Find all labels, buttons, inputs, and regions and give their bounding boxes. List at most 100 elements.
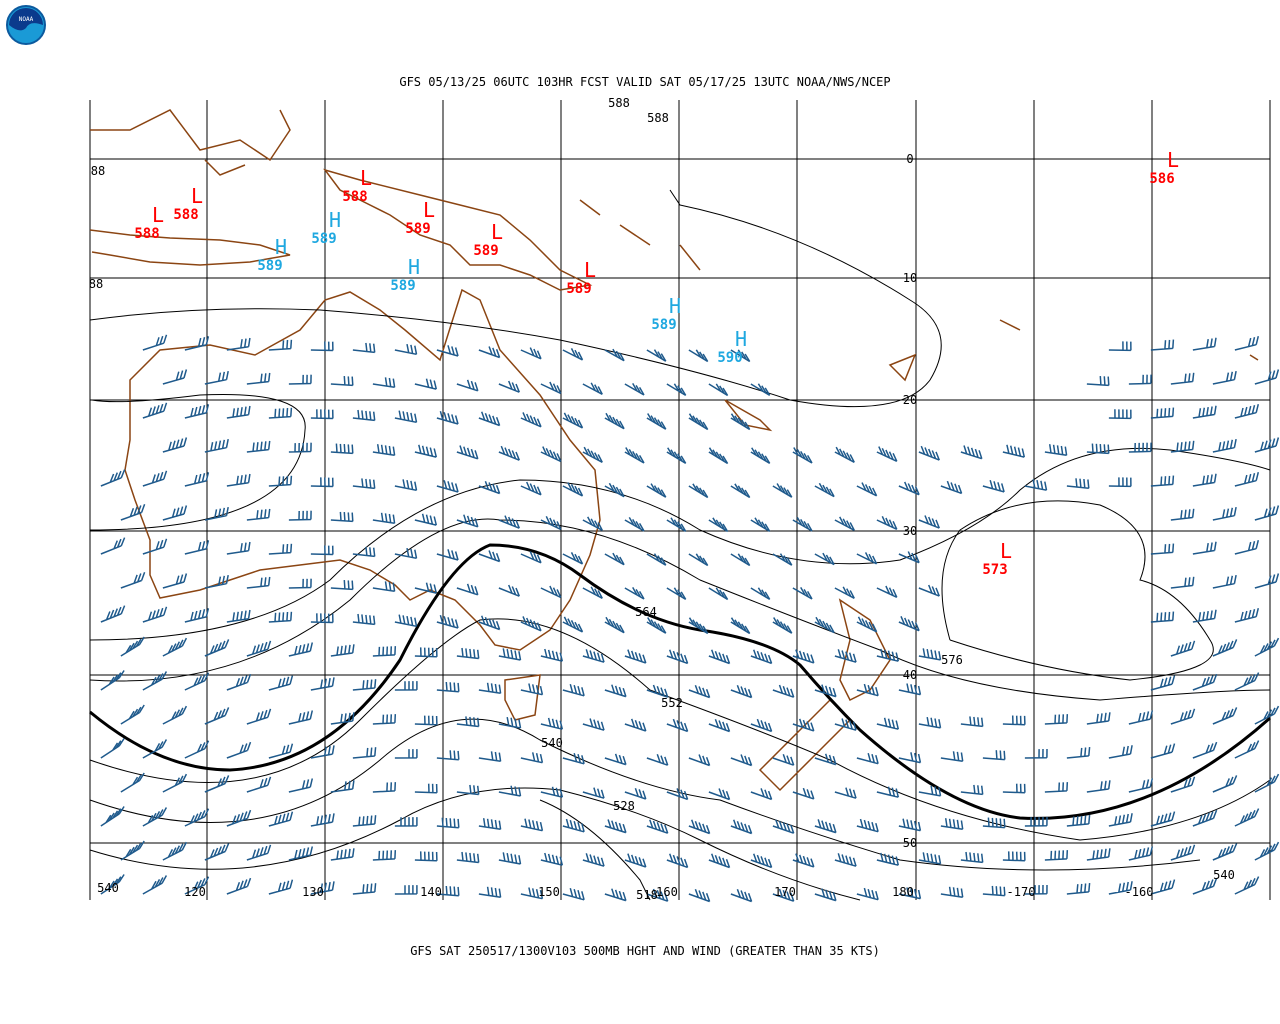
wind-barb [856, 552, 878, 565]
wind-barb [246, 372, 271, 385]
wind-barb [246, 508, 271, 521]
contour-label: 540 [97, 881, 119, 895]
wind-barb [498, 584, 520, 597]
wind-barb [372, 377, 396, 389]
wind-barb [1234, 540, 1260, 555]
wind-barb [372, 646, 397, 657]
wind-barb [1086, 780, 1111, 793]
center-symbol: L [360, 166, 372, 190]
wind-barb [520, 481, 542, 496]
wind-barb [1066, 478, 1090, 490]
wind-barb [918, 716, 942, 729]
wind-barb [814, 753, 837, 766]
center-symbol: L [491, 220, 503, 244]
wind-barb [520, 347, 542, 360]
wind-barb [246, 776, 272, 793]
wind-barb [330, 511, 354, 523]
wind-barb [750, 517, 771, 533]
wind-barb [1086, 712, 1111, 725]
wind-barb [730, 754, 753, 767]
wind-barb [750, 788, 773, 801]
wind-barb [666, 718, 689, 733]
wind-barb [772, 819, 795, 834]
wind-barb [688, 617, 709, 635]
wind-barb [604, 684, 627, 698]
wind-barb [898, 887, 922, 900]
lon-label: 170 [774, 885, 796, 899]
wind-barb [184, 336, 210, 351]
wind-barb [162, 505, 188, 521]
center-symbol: L [152, 203, 164, 227]
wind-barb [876, 648, 900, 662]
wind-barb [1044, 444, 1068, 457]
wind-barb [436, 614, 459, 629]
center-symbol: L [584, 258, 596, 282]
wind-barb [1234, 876, 1260, 895]
wind-barb [646, 349, 667, 362]
wind-barb [288, 778, 314, 793]
wind-barb [960, 445, 983, 460]
wind-barbs [100, 334, 1280, 903]
wind-barb [666, 587, 687, 601]
wind-barb [982, 750, 1006, 761]
wind-barb [288, 578, 312, 589]
wind-barb [1024, 479, 1048, 491]
wind-barb [1044, 850, 1069, 861]
wind-barb [1150, 879, 1176, 895]
wind-barb [540, 446, 562, 463]
wind-barb [456, 784, 480, 796]
wind-barb [456, 851, 480, 864]
wind-barb [666, 447, 687, 465]
wind-barb [184, 672, 210, 691]
wind-barb [1254, 437, 1280, 453]
map-labels: 0 10 20 30 40 50 120 130 140 150 160 170 180 -170 -160… [89, 96, 1235, 902]
wind-barb [582, 853, 605, 867]
wind-barb [772, 617, 793, 634]
wind-barb [498, 716, 522, 729]
wind-barb [100, 537, 126, 555]
wind-barb [1234, 740, 1260, 759]
wind-barb [226, 609, 251, 623]
wind-barb [226, 809, 252, 827]
wind-barb [184, 472, 210, 487]
lat-label: 0 [906, 152, 913, 166]
wind-barb [1024, 884, 1048, 895]
wind-barb [310, 341, 334, 352]
wind-barb [708, 587, 729, 601]
wind-barb [1150, 543, 1175, 555]
wind-barb [226, 877, 252, 895]
wind-barb [1212, 370, 1237, 385]
wind-barb [162, 437, 188, 453]
wind-barb [1192, 405, 1217, 419]
wind-barb [1108, 745, 1133, 759]
wind-barb [1212, 574, 1237, 589]
wind-barb [1170, 640, 1196, 657]
wind-barb [856, 887, 879, 901]
wind-barb [898, 551, 920, 564]
wind-barb [604, 552, 625, 566]
wind-barb [162, 841, 188, 861]
contour-564-line [89, 543, 1271, 820]
wind-barb [646, 684, 669, 698]
wind-barb [540, 515, 562, 531]
wind-barb [1170, 576, 1195, 589]
graticule [89, 100, 1271, 900]
wind-barb [624, 853, 647, 868]
wind-barb [394, 614, 418, 628]
wind-barb [246, 640, 272, 657]
wind-barb [120, 503, 146, 521]
wind-barb [456, 647, 480, 660]
wind-barb [1170, 372, 1195, 385]
wind-barb [646, 754, 669, 766]
wind-barb [960, 784, 984, 796]
wind-barb [750, 587, 771, 601]
wind-barb [1150, 743, 1176, 759]
wind-barb [226, 405, 251, 419]
wind-barb [310, 881, 335, 895]
wind-barb [478, 818, 502, 831]
wind-barb [982, 817, 1006, 829]
wind-barb [730, 483, 751, 499]
wind-barb [1212, 843, 1238, 861]
wind-barb [666, 853, 689, 869]
